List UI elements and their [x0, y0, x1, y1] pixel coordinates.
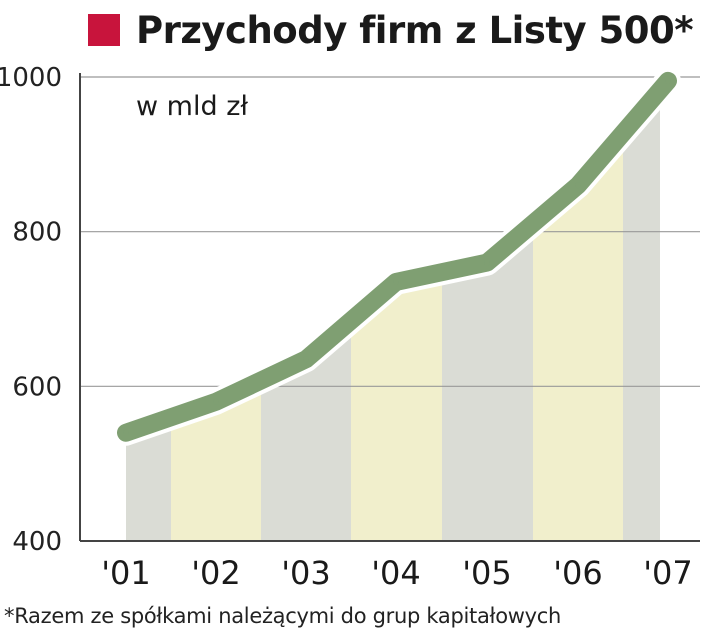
chart-title-row: Przychody firm z Listy 500* [88, 4, 694, 56]
chart-plot: 400 600 800 1000 w mld zł '01 '02 '03 '04 '05 '06 '… [0, 63, 700, 592]
x-tick-label: '01 [101, 554, 151, 592]
x-tick-label: '05 [462, 554, 512, 592]
data-point-04 [393, 278, 399, 285]
data-point-07 [665, 77, 671, 84]
chart-title: Przychody firm z Listy 500* [136, 8, 694, 52]
x-tick-label: '02 [191, 554, 241, 592]
x-tick-label: '03 [281, 554, 331, 592]
y-tick-label: 800 [12, 218, 62, 248]
y-tick-label: 400 [12, 527, 62, 557]
unit-label: w mld zł [136, 91, 248, 122]
y-tick-label: 1000 [0, 63, 62, 93]
band-01 [126, 417, 171, 541]
x-tick-label: '04 [371, 554, 421, 592]
band-04 [351, 272, 442, 541]
band-07 [623, 90, 660, 541]
y-tick-label: 600 [12, 372, 62, 402]
data-point-02 [213, 398, 219, 405]
data-point-01 [123, 429, 129, 436]
band-06 [533, 133, 623, 542]
data-point-05 [484, 259, 490, 266]
band-05 [442, 223, 533, 541]
data-point-06 [575, 182, 581, 189]
chart-footnote: *Razem ze spółkami należącymi do grup ka… [4, 604, 562, 628]
x-tick-label: '06 [553, 554, 603, 592]
data-point-03 [303, 356, 309, 363]
title-square-icon [88, 14, 120, 46]
x-tick-label: '07 [643, 554, 693, 592]
